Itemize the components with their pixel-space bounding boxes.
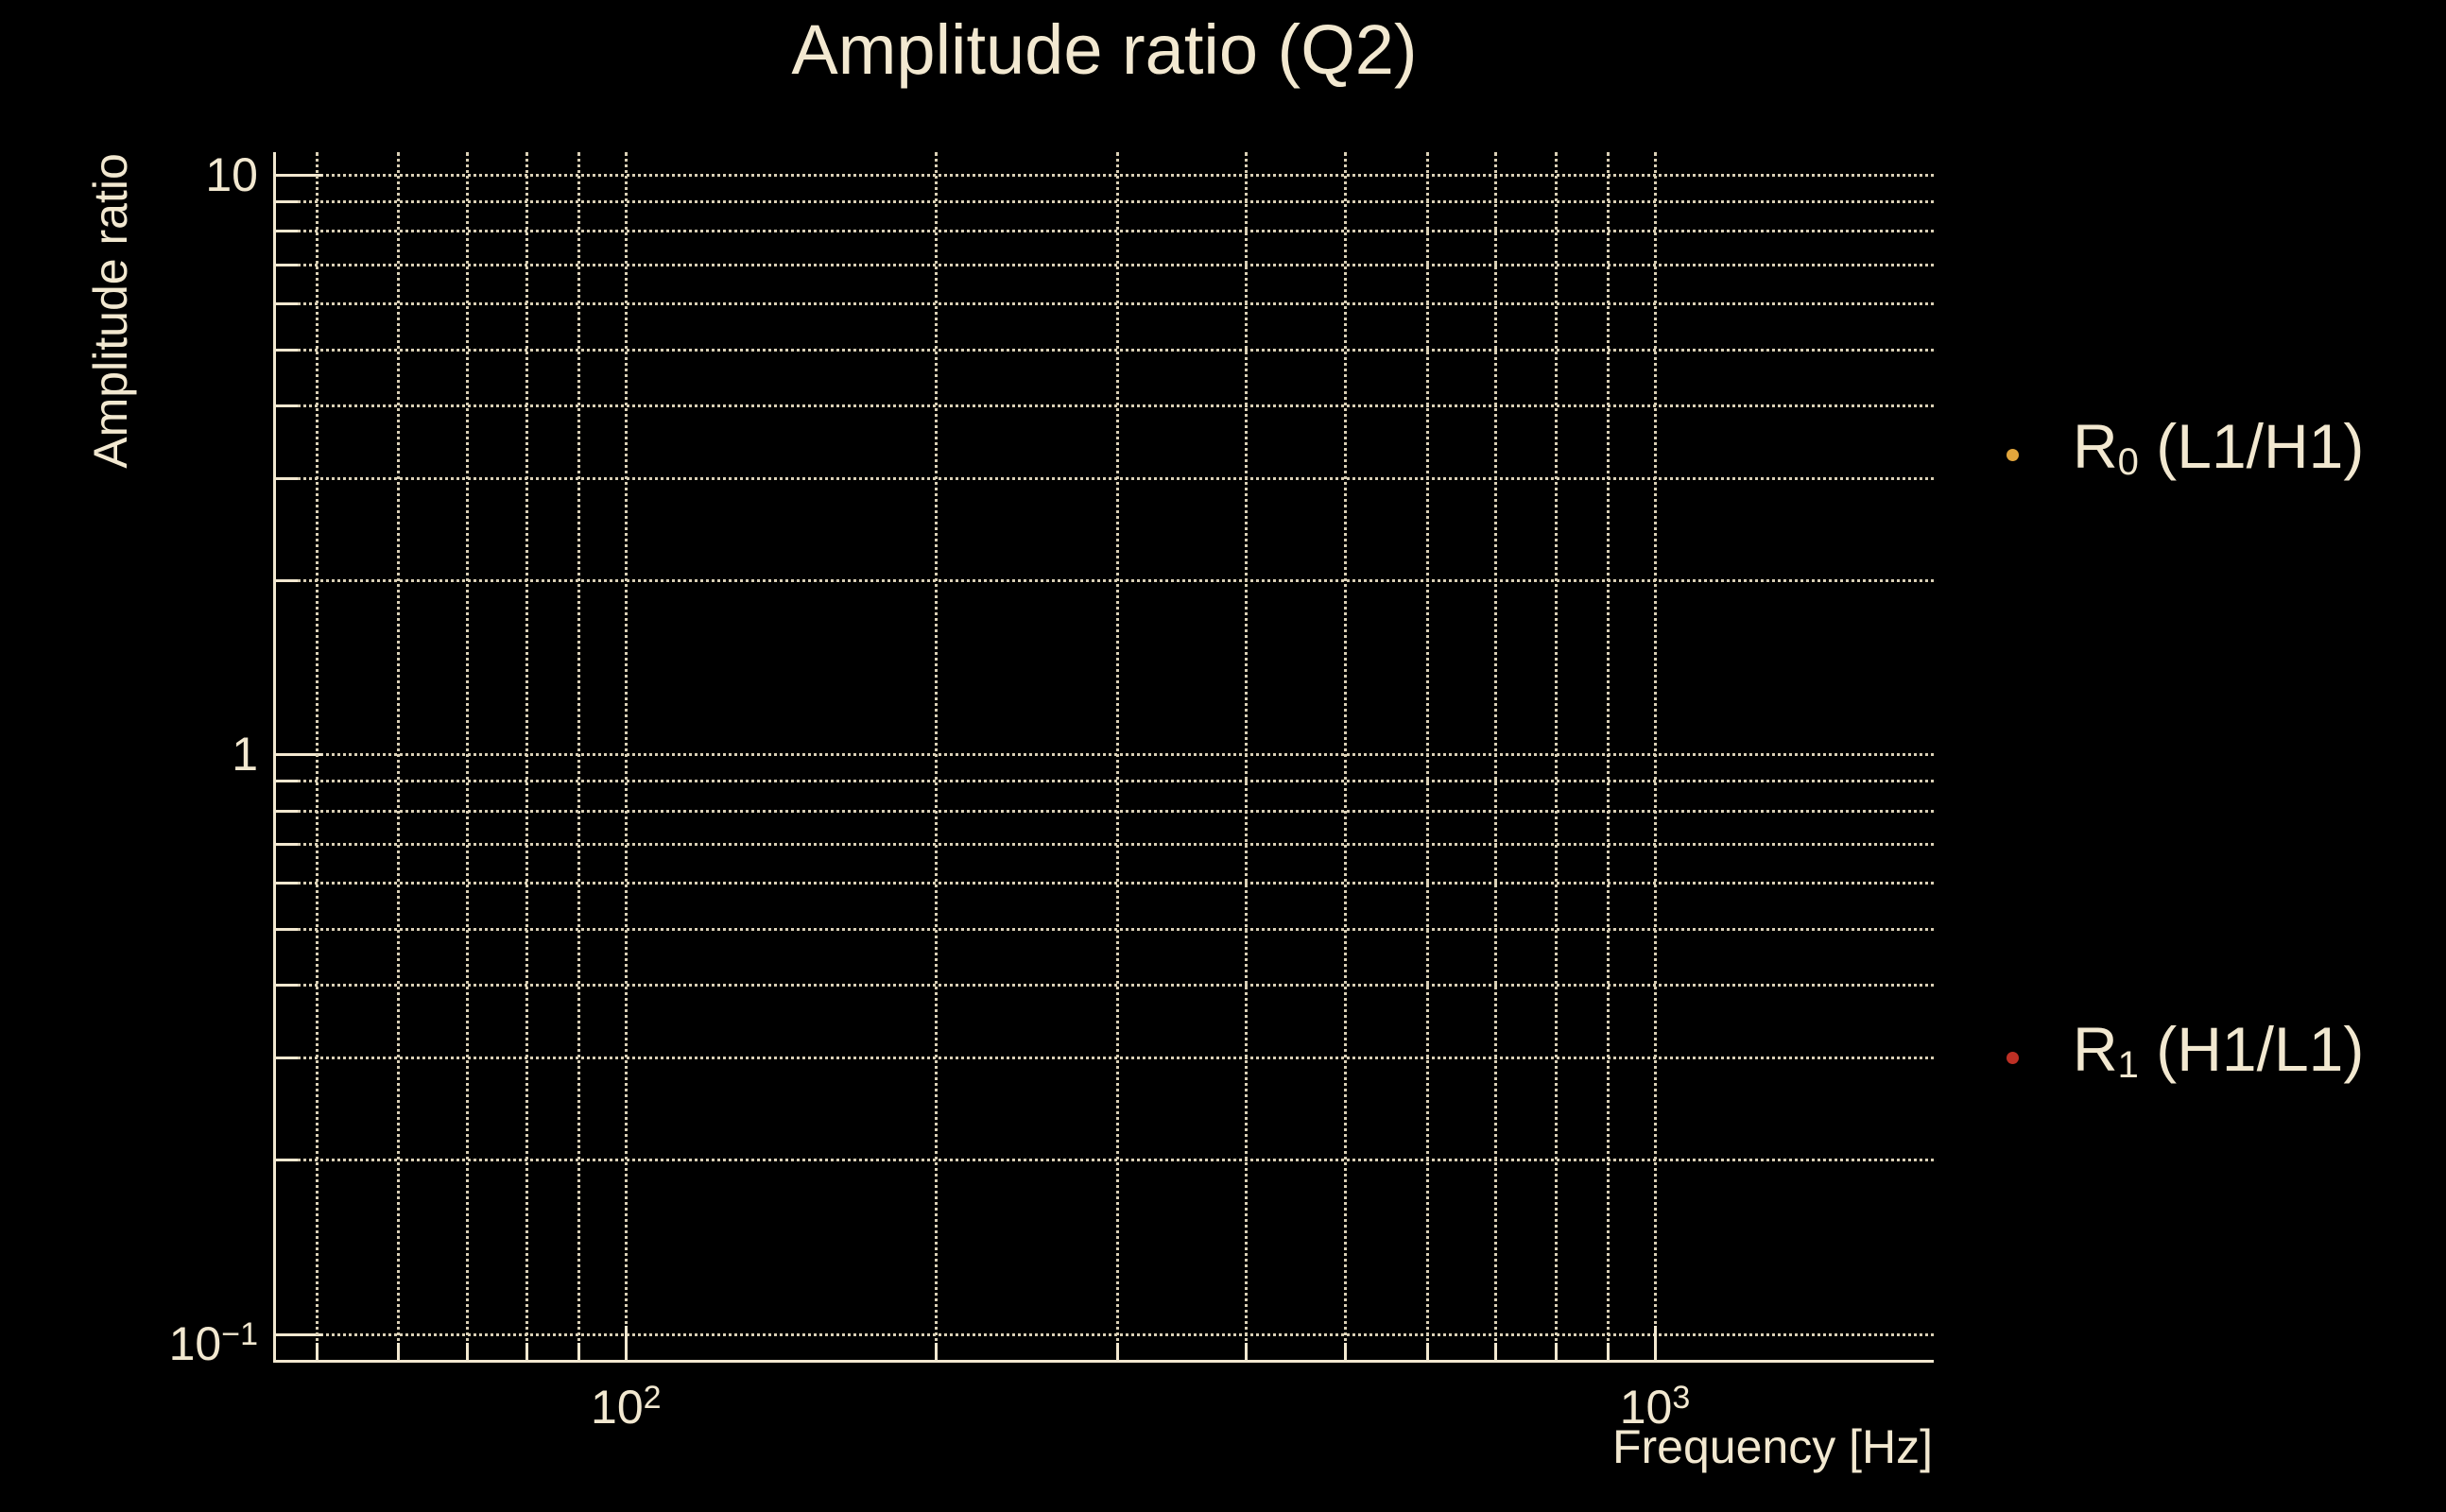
tick-y-minor — [275, 882, 298, 885]
tick-x-major — [625, 1326, 629, 1360]
legend-label-r1: R1 (H1/L1) — [2073, 1014, 2365, 1087]
gridline-y-minor — [275, 984, 1934, 988]
legend-marker-1 — [2007, 1051, 2019, 1064]
gridline-x-minor — [935, 152, 939, 1360]
tick-x-minor — [1244, 1343, 1248, 1360]
gridline-y-minor — [275, 843, 1934, 847]
gridline-x-minor — [1554, 152, 1558, 1360]
legend-label-r0: R0 (L1/H1) — [2073, 411, 2365, 484]
tick-y-minor — [275, 348, 298, 352]
tick-x-major — [1654, 1326, 1658, 1360]
legend-entry-r0: R0 (L1/H1) — [2007, 411, 2364, 493]
gridline-y-minor — [275, 302, 1934, 306]
tick-y-minor — [275, 1057, 298, 1060]
tick-y-minor — [275, 404, 298, 408]
tick-y-major — [275, 753, 322, 757]
gridline-x-major — [625, 152, 629, 1360]
gridline-y-minor — [275, 882, 1934, 885]
gridline-x-minor — [577, 152, 581, 1360]
gridline-y-minor — [275, 928, 1934, 932]
tick-y-major — [275, 1332, 322, 1336]
gridline-y-minor — [275, 348, 1934, 352]
x-tick-label: 103 — [1619, 1380, 1691, 1434]
gridline-y-minor — [275, 263, 1934, 266]
tick-y-minor — [275, 230, 298, 233]
tick-x-minor — [465, 1343, 469, 1360]
x-tick-label: 102 — [591, 1380, 662, 1434]
tick-x-minor — [577, 1343, 581, 1360]
tick-x-minor — [1425, 1343, 1429, 1360]
gridline-x-minor — [1607, 152, 1611, 1360]
gridline-x-major — [1654, 152, 1658, 1360]
gridline-y-minor — [275, 809, 1934, 813]
tick-x-minor — [935, 1343, 939, 1360]
tick-y-minor — [275, 302, 298, 306]
gridline-y-minor — [275, 1057, 1934, 1060]
gridline-y-minor — [275, 476, 1934, 480]
gridline-y-major — [275, 1332, 1934, 1336]
y-tick-label: 1 — [232, 728, 258, 782]
y-axis-line — [273, 152, 276, 1363]
tick-x-minor — [1494, 1343, 1498, 1360]
chart-title: Amplitude ratio (Q2) — [791, 10, 1418, 89]
y-tick-label: 10 — [205, 147, 258, 201]
tick-y-minor — [275, 780, 298, 783]
gridline-y-minor — [275, 404, 1934, 408]
gridline-y-minor — [275, 230, 1934, 233]
gridline-x-minor — [396, 152, 400, 1360]
gridline-y-major — [275, 173, 1934, 177]
legend-entry-r1: R1 (H1/L1) — [2007, 1014, 2364, 1096]
gridline-x-minor — [525, 152, 528, 1360]
tick-x-minor — [1115, 1343, 1119, 1360]
tick-x-minor — [525, 1343, 528, 1360]
plot-area — [275, 152, 1934, 1360]
tick-y-minor — [275, 1159, 298, 1162]
gridline-x-minor — [1425, 152, 1429, 1360]
tick-y-minor — [275, 928, 298, 932]
tick-x-minor — [396, 1343, 400, 1360]
tick-y-major — [275, 173, 322, 177]
x-axis-line — [273, 1360, 1934, 1363]
gridline-x-minor — [1344, 152, 1348, 1360]
tick-y-minor — [275, 263, 298, 266]
gridline-y-major — [275, 753, 1934, 757]
tick-y-minor — [275, 809, 298, 813]
tick-y-minor — [275, 200, 298, 203]
tick-y-minor — [275, 843, 298, 847]
gridline-x-minor — [1244, 152, 1248, 1360]
tick-y-minor — [275, 578, 298, 582]
tick-y-minor — [275, 476, 298, 480]
gridline-y-minor — [275, 1159, 1934, 1162]
tick-x-minor — [1554, 1343, 1558, 1360]
tick-y-minor — [275, 984, 298, 988]
y-tick-label: 10−1 — [168, 1315, 258, 1370]
gridline-x-minor — [315, 152, 319, 1360]
tick-x-minor — [1607, 1343, 1611, 1360]
tick-x-minor — [1344, 1343, 1348, 1360]
gridline-y-minor — [275, 200, 1934, 203]
gridline-y-minor — [275, 780, 1934, 783]
tick-x-minor — [315, 1343, 319, 1360]
legend-marker-0 — [2007, 448, 2019, 461]
gridline-x-minor — [1115, 152, 1119, 1360]
gridline-x-minor — [465, 152, 469, 1360]
gridline-x-minor — [1494, 152, 1498, 1360]
gridline-y-minor — [275, 578, 1934, 582]
x-axis-label: Frequency [Hz] — [1611, 1420, 1933, 1473]
